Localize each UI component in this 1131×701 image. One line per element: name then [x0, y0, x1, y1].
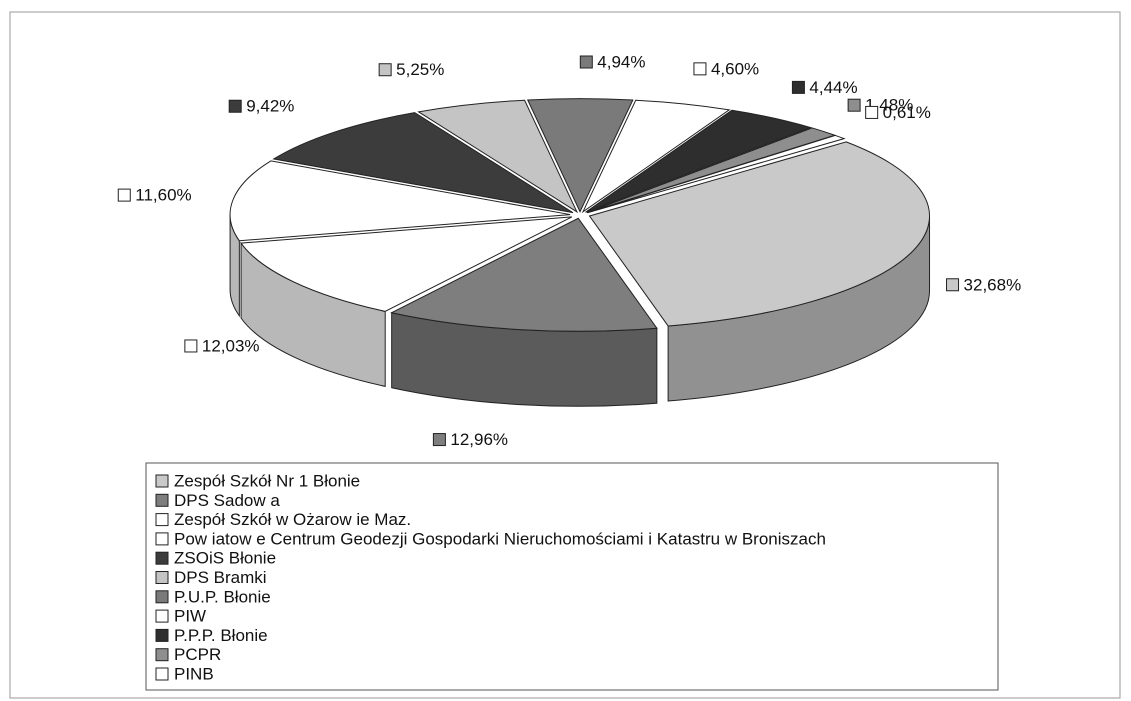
data-label: 12,03%	[202, 336, 260, 355]
legend-box	[145, 462, 999, 691]
slice	[526, 98, 634, 213]
label-swatch	[579, 55, 593, 69]
legend-label: Zespół Szkół Nr 1 Błonie	[174, 471, 360, 490]
label-swatch	[847, 98, 861, 112]
legend-label: DPS Bramki	[174, 568, 267, 587]
slice	[390, 217, 658, 332]
chart-frame	[9, 11, 1121, 699]
legend-swatch	[155, 628, 169, 642]
label-swatch	[693, 62, 707, 76]
legend-swatch	[155, 513, 169, 527]
label-swatch	[791, 80, 805, 94]
slice	[588, 141, 931, 327]
slice	[585, 109, 813, 213]
label-swatch	[228, 99, 242, 113]
data-label: 11,60%	[135, 186, 191, 205]
legend-swatch	[155, 648, 169, 662]
data-label: 4,44%	[809, 78, 857, 97]
label-swatch	[432, 433, 446, 447]
legend-label: Zespół Szkół w Ożarow ie Maz.	[174, 510, 411, 529]
legend-label: P.P.P. Błonie	[174, 626, 268, 645]
legend-swatch	[155, 571, 169, 584]
data-label: 4,60%	[711, 59, 759, 78]
data-label: 32,68%	[964, 275, 1022, 294]
label-swatch	[865, 105, 879, 119]
slice	[587, 134, 846, 214]
legend-label: PCPR	[174, 645, 221, 664]
legend-label: P.U.P. Błonie	[174, 587, 271, 606]
data-label: 12,96%	[450, 430, 508, 449]
label-swatch	[184, 339, 198, 353]
legend-label: PINB	[174, 664, 214, 683]
slice	[229, 160, 571, 242]
legend-swatch	[155, 493, 169, 507]
data-label: 5,25%	[396, 60, 444, 79]
legend-label: ZSOiS Błonie	[174, 549, 276, 568]
slice	[581, 99, 731, 214]
legend-swatch	[155, 609, 169, 623]
legend-swatch	[155, 590, 169, 604]
legend-label: PIW	[174, 607, 206, 626]
label-swatch	[946, 278, 960, 292]
data-label: 4,94%	[597, 52, 645, 71]
legend-swatch	[155, 667, 169, 681]
legend-label: Pow iatow e Centrum Geodezji Gospodarki …	[174, 529, 826, 548]
data-label: 9,42%	[246, 97, 294, 116]
slice	[272, 112, 574, 214]
legend-label: DPS Sadow a	[174, 491, 280, 510]
label-swatch	[117, 188, 131, 202]
label-swatch	[378, 63, 392, 77]
slice	[240, 216, 573, 312]
legend-swatch	[155, 474, 169, 488]
data-label: 0,61%	[883, 103, 931, 122]
legend-swatch	[155, 551, 169, 565]
legend-swatch	[155, 532, 169, 546]
slice	[417, 99, 579, 214]
